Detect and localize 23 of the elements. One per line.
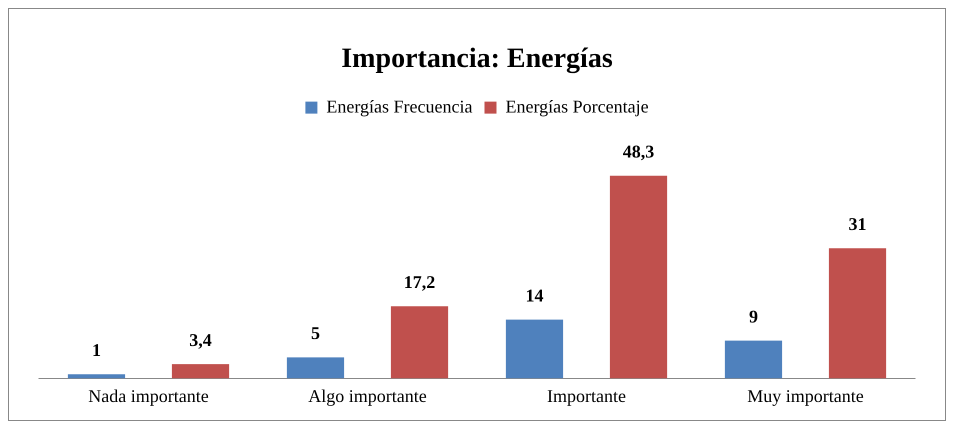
data-label: 48,3 bbox=[622, 141, 654, 162]
data-label: 14 bbox=[525, 285, 544, 306]
legend-label: Energías Porcentaje bbox=[505, 96, 649, 116]
bar bbox=[506, 320, 564, 378]
legend-label: Energías Frecuencia bbox=[326, 96, 473, 116]
x-tick-label: Nada importante bbox=[88, 386, 209, 406]
data-label: 1 bbox=[92, 340, 101, 360]
x-tick-label: Importante bbox=[547, 386, 626, 406]
bar bbox=[610, 176, 668, 378]
bar bbox=[68, 374, 126, 378]
data-label: 9 bbox=[748, 306, 758, 326]
data-label: 5 bbox=[310, 323, 320, 344]
bar bbox=[828, 248, 886, 378]
x-tick-label: Muy importante bbox=[747, 386, 864, 406]
bar bbox=[172, 364, 230, 378]
bar bbox=[286, 357, 344, 378]
data-label: 17,2 bbox=[404, 272, 436, 292]
data-label: 3,4 bbox=[189, 330, 212, 350]
data-label: 31 bbox=[848, 214, 867, 234]
bar bbox=[724, 340, 782, 378]
bar bbox=[390, 306, 448, 378]
x-tick-label: Algo importante bbox=[308, 386, 427, 406]
chart-title: Importancia: Energías bbox=[341, 43, 613, 74]
